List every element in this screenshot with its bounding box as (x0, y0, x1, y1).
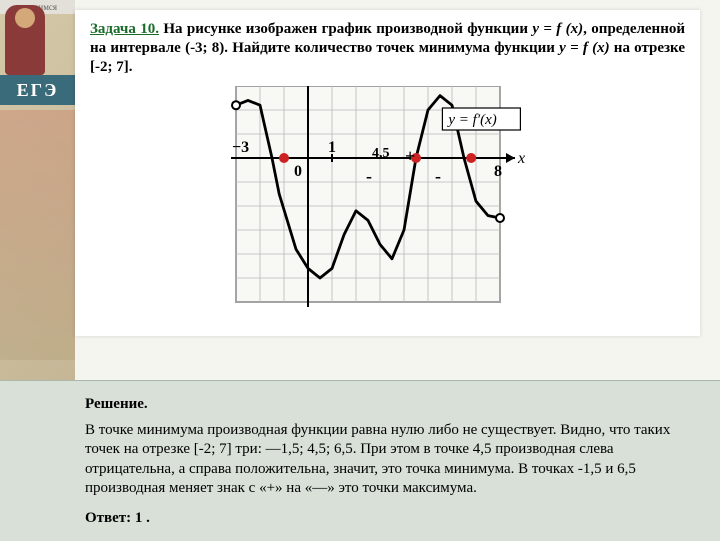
chart-container: yx−3108y = f′(x) 4,5 + - - (90, 86, 685, 321)
problem-func1: y = f (x) (532, 21, 583, 37)
figure-head-icon (15, 8, 35, 28)
svg-text:−3: −3 (232, 139, 249, 156)
answer-label: Ответ: (85, 510, 135, 526)
svg-text:0: 0 (294, 163, 302, 180)
problem-statement: Задача 10. На рисунке изображен график п… (90, 20, 685, 76)
answer-value: 1 . (135, 510, 150, 526)
overlay-plus: + (405, 146, 415, 167)
svg-text:8: 8 (494, 163, 502, 180)
problem-card: Задача 10. На рисунке изображен график п… (75, 10, 700, 336)
problem-title: Задача 10. (90, 21, 159, 37)
sidebar-graph-deco (0, 110, 75, 360)
ege-label: ЕГЭ (0, 75, 75, 105)
overlay-minus-right: - (435, 166, 441, 187)
svg-text:x: x (517, 150, 525, 167)
solution-block: Решение. В точке минимума производная фу… (85, 395, 700, 528)
overlay-45: 4,5 (372, 146, 390, 162)
solution-heading: Решение. (85, 395, 700, 415)
problem-text-1: На рисунке изображен график производной … (159, 21, 532, 37)
solution-body: В точке минимума производная функции рав… (85, 421, 700, 499)
svg-text:1: 1 (328, 139, 336, 156)
problem-func2: y = f (x) (559, 40, 609, 56)
svg-text:y = f′(x): y = f′(x) (446, 112, 496, 128)
answer-line: Ответ: 1 . (85, 509, 700, 529)
derivative-chart: yx−3108y = f′(x) (218, 86, 558, 316)
overlay-minus-left: - (366, 166, 372, 187)
